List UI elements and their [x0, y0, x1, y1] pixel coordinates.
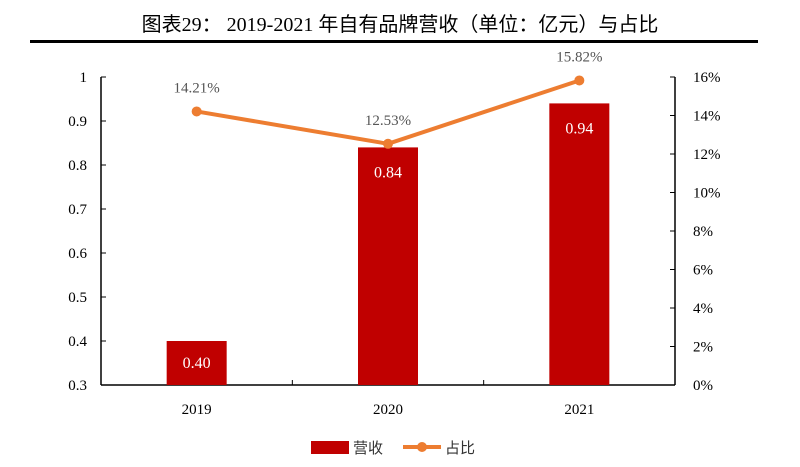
bar-2021 — [549, 103, 610, 386]
chart-title: 图表29： 2019-2021 年自有品牌营收（单位：亿元）与占比 — [141, 14, 659, 36]
left-tick-label: 0.9 — [68, 114, 87, 130]
legend-bar-swatch — [311, 441, 349, 454]
x-tick-label: 2019 — [182, 402, 212, 418]
left-tick-label: 0.6 — [68, 246, 87, 262]
right-tick-label: 4% — [693, 301, 713, 317]
x-tick-label: 2020 — [373, 402, 403, 418]
right-tick-label: 6% — [693, 263, 713, 279]
left-tick-label: 0.8 — [68, 158, 87, 174]
right-tick-label: 12% — [693, 147, 721, 163]
line-point-2021 — [574, 75, 585, 86]
line-point-2020 — [383, 138, 393, 149]
left-tick-label: 0.3 — [68, 378, 87, 394]
title-rule — [30, 40, 758, 43]
legend-line-label: 占比 — [445, 440, 475, 457]
left-tick-label: 1 — [80, 70, 88, 86]
bar-2020 — [358, 147, 418, 385]
legend-bar-label: 营收 — [353, 440, 383, 457]
right-tick-label: 14% — [693, 109, 721, 125]
line-point-2019 — [191, 106, 202, 117]
right-tick-label: 8% — [693, 224, 713, 240]
right-tick-label: 2% — [693, 340, 713, 356]
bar-label: 0.40 — [183, 355, 211, 372]
line-label: 14.21% — [174, 80, 220, 96]
left-tick-label: 0.5 — [68, 290, 87, 306]
bar-label: 0.84 — [374, 164, 402, 181]
legend-line-marker — [417, 442, 427, 452]
right-tick-label: 16% — [693, 70, 721, 86]
bar-label: 0.94 — [565, 120, 593, 137]
right-tick-label: 0% — [693, 378, 713, 394]
x-tick-label: 2021 — [564, 402, 594, 418]
line-label: 12.53% — [365, 113, 411, 129]
line-label: 15.82% — [556, 49, 602, 65]
left-tick-label: 0.7 — [68, 202, 87, 218]
right-tick-label: 10% — [693, 186, 721, 202]
left-tick-label: 0.4 — [68, 334, 87, 350]
bar-2019 — [166, 341, 227, 385]
